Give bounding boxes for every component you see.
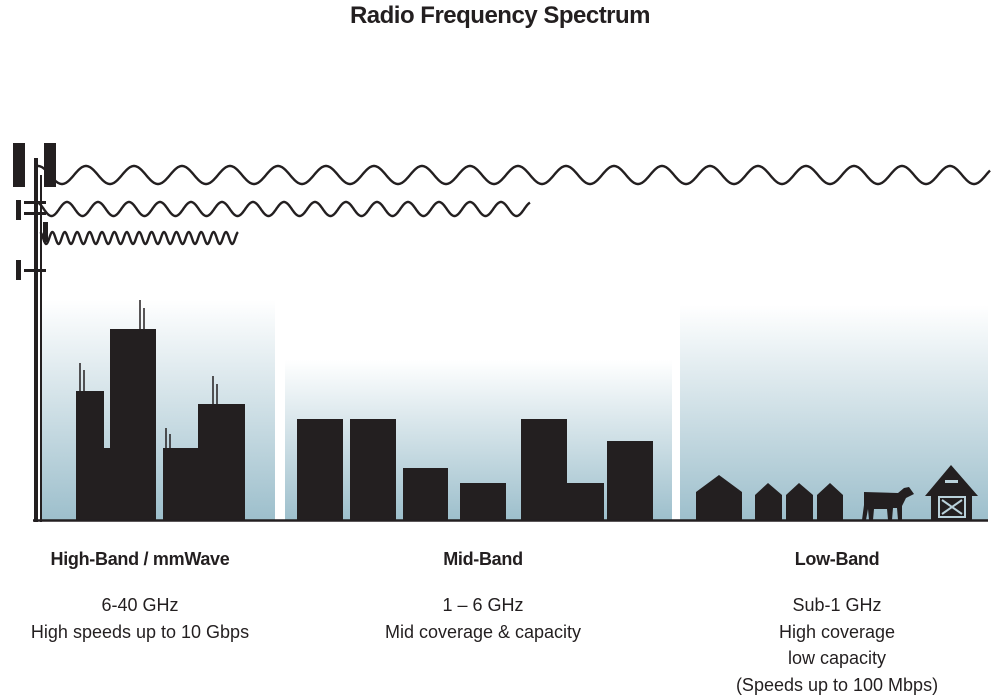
- antenna-tower-icon: [13, 143, 56, 522]
- band-description: High coverage: [778, 621, 896, 642]
- low-band-label: Low-Band Sub-1 GHz High coverage low cap…: [677, 549, 997, 698]
- suburb-buildings: [297, 419, 653, 520]
- band-name: Mid-Band: [443, 549, 523, 569]
- mid-band-label: Mid-Band 1 – 6 GHz Mid coverage & capaci…: [323, 549, 643, 645]
- band-description: (Speeds up to 100 Mbps): [735, 674, 939, 695]
- mid-band-wave: [36, 200, 531, 218]
- band-name: Low-Band: [794, 549, 880, 569]
- high-band-wave: [39, 230, 239, 246]
- waves: [36, 164, 991, 246]
- band-name: High-Band / mmWave: [50, 549, 230, 569]
- band-frequency: Sub-1 GHz: [792, 595, 882, 615]
- band-frequency: 6-40 GHz: [101, 595, 179, 615]
- band-frequency: 1 – 6 GHz: [442, 595, 524, 615]
- high-band-label: High-Band / mmWave 6-40 GHz High speeds …: [0, 549, 300, 645]
- cow-icon: [862, 487, 914, 520]
- rural-houses: [696, 475, 843, 520]
- band-description: low capacity: [787, 648, 887, 668]
- barn-icon: [925, 465, 978, 520]
- diagram-title: Radio Frequency Spectrum: [349, 2, 651, 29]
- low-band-wave: [38, 164, 991, 186]
- band-description: Mid coverage & capacity: [384, 621, 582, 642]
- band-description: High speeds up to 10 Gbps: [30, 621, 250, 642]
- city-buildings: [76, 300, 245, 520]
